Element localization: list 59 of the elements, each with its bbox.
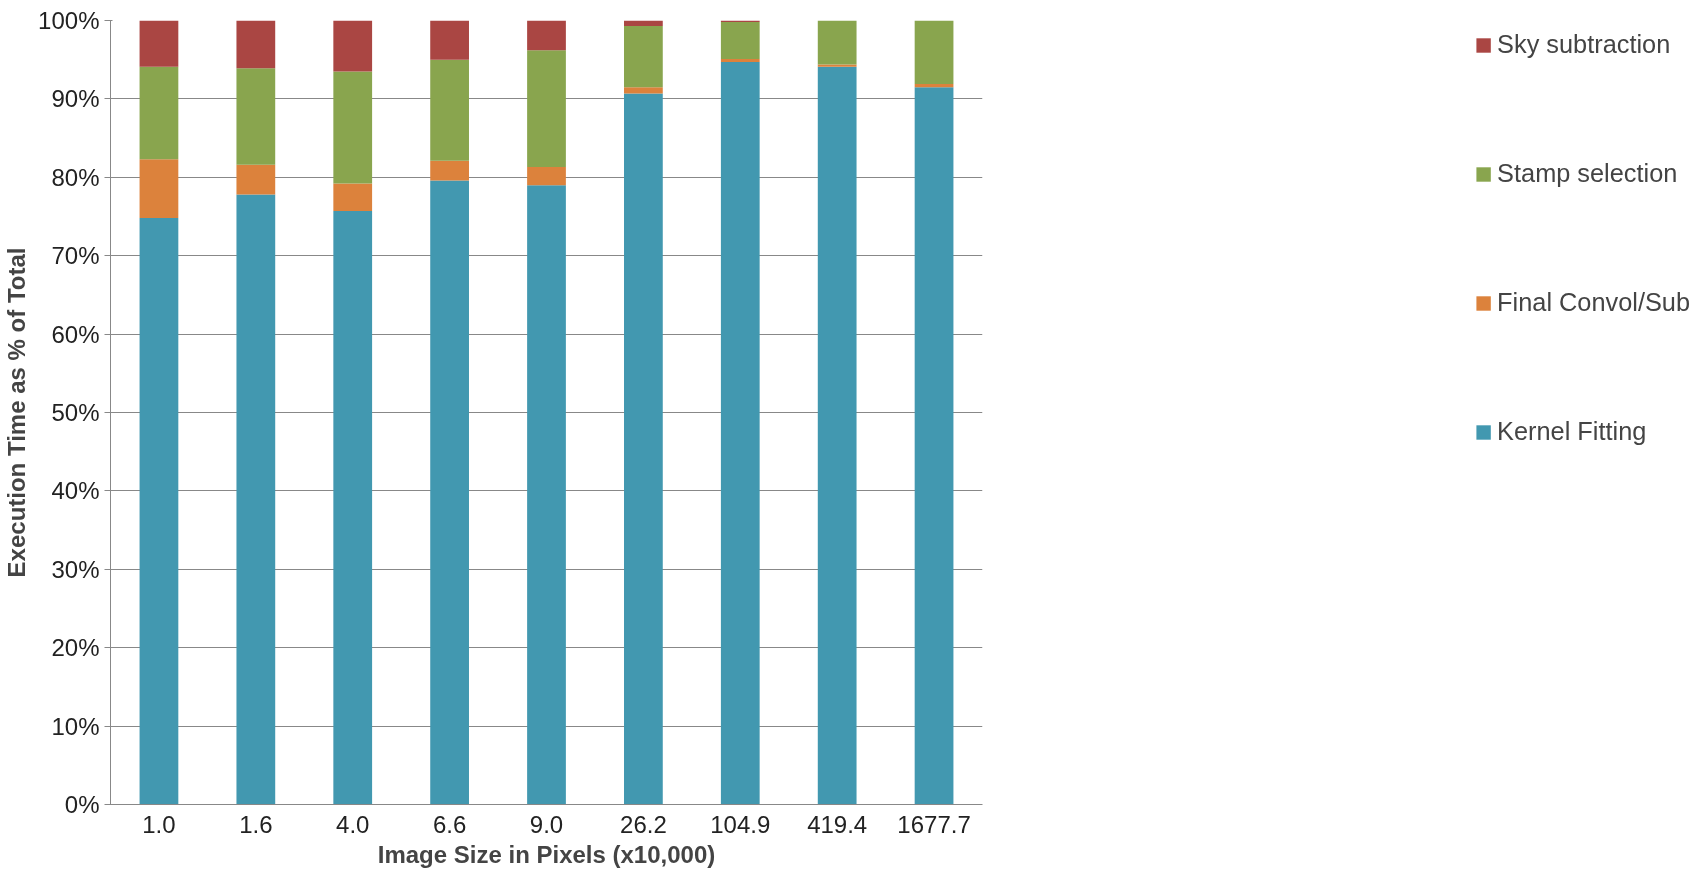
legend-label: Sky subtraction xyxy=(1497,30,1671,59)
bar xyxy=(236,194,276,805)
legend-label: Kernel Fitting xyxy=(1497,417,1647,446)
bar xyxy=(333,20,373,72)
bar xyxy=(333,71,373,184)
bar xyxy=(236,20,276,69)
y-tick-label: 0% xyxy=(64,791,100,818)
bar xyxy=(430,20,469,60)
bar xyxy=(720,58,760,63)
bar xyxy=(914,20,954,84)
x-tick-label: 104.9 xyxy=(710,810,771,838)
x-tick-label: 419.4 xyxy=(807,810,868,838)
y-tick-label: 30% xyxy=(51,555,100,583)
y-tick-label: 20% xyxy=(51,634,100,662)
y-tick-label: 90% xyxy=(51,85,100,113)
bar xyxy=(624,87,663,94)
bar xyxy=(914,87,954,805)
x-tick-label: 4.0 xyxy=(336,810,370,838)
bar xyxy=(624,93,663,805)
y-tick-label: 40% xyxy=(51,477,100,505)
bar xyxy=(430,180,469,805)
bar xyxy=(527,185,566,805)
bar xyxy=(817,64,857,67)
y-tick-label: 70% xyxy=(51,242,100,270)
bar xyxy=(333,183,373,212)
legend-label: Final Convol/Sub xyxy=(1497,288,1690,317)
bar xyxy=(236,68,276,165)
bar xyxy=(624,20,663,26)
y-tick-label: 10% xyxy=(51,712,100,740)
bar xyxy=(527,167,566,186)
x-tick-label: 1677.7 xyxy=(897,810,971,838)
x-axis-title: Image Size in Pixels (x10,000) xyxy=(377,840,716,868)
bar xyxy=(139,218,179,805)
bar xyxy=(139,20,179,67)
bar xyxy=(236,164,276,195)
y-tick-label: 100% xyxy=(38,7,100,34)
legend-label: Stamp selection xyxy=(1497,159,1678,188)
bar xyxy=(914,84,954,88)
y-axis-title: Execution Time as % of Total xyxy=(3,247,31,578)
bar xyxy=(720,22,760,59)
x-tick-label: 1.0 xyxy=(142,810,176,838)
y-tick-label: 80% xyxy=(51,163,100,191)
bar xyxy=(527,20,566,51)
x-tick-label: 9.0 xyxy=(529,810,564,838)
y-tick-label: 50% xyxy=(51,399,100,426)
bar xyxy=(430,160,469,181)
bar xyxy=(139,159,179,219)
bar xyxy=(720,62,760,805)
bar xyxy=(430,59,469,161)
bar xyxy=(139,66,179,160)
bar xyxy=(333,211,373,805)
x-tick-label: 6.6 xyxy=(432,810,467,838)
x-tick-label: 1.6 xyxy=(239,810,273,838)
bar xyxy=(817,66,857,805)
bar xyxy=(817,20,857,65)
bar xyxy=(624,25,663,88)
x-tick-label: 26.2 xyxy=(620,810,667,838)
y-tick-label: 60% xyxy=(51,320,100,348)
bar xyxy=(527,50,566,168)
